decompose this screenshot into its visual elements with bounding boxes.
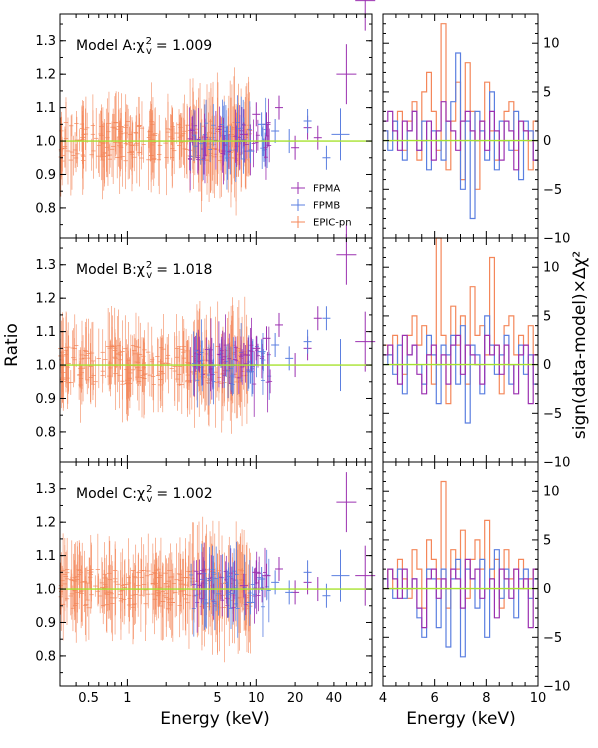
y-tick-label-left: 0.8 [35,201,56,216]
panel-1: 0.80.91.01.11.21.3 Model A:χ2 v = 1.009−10−… [35,0,570,247]
chi-stat: = 1.018 [156,262,212,278]
fpm-dense-points [187,95,272,191]
y-tick-label-left: 1.1 [35,549,56,564]
panel-2: 0.80.91.01.11.21.3 Model B:χ2 v = 1.018−10−… [35,224,570,471]
x-tick-label-right: 8 [482,691,490,706]
panels-group: 0.80.91.01.11.21.3 Model A:χ2 v = 1.009−10−… [35,0,570,706]
y-tick-label-left: 0.9 [35,616,56,631]
y-tick-label-left: 1.2 [35,292,56,307]
y-tick-label-right: −5 [543,407,562,422]
y-tick-label-right: −10 [543,456,570,471]
x-tick-label-right: 10 [530,691,547,706]
y-tick-label-left: 1.3 [35,258,56,273]
x-tick-label-left: 5 [213,691,221,706]
chi-superscript: 2 [146,484,152,495]
y-tick-label-left: 0.9 [35,392,56,407]
legend: FPMA FPMB EPIC-pn [291,182,352,229]
y-tick-label-left: 1.1 [35,101,56,116]
model-label: Model B:χ2 v = 1.018 [76,260,212,281]
legend-item-fpma: FPMA [291,182,340,195]
x-tick-label-left: 40 [326,691,343,706]
y-tick-label-right: 0 [543,582,551,597]
fpma-residual-steps [383,101,538,171]
fpm-dense-points [189,541,271,638]
y-tick-label-right: 10 [543,485,560,500]
y-tick-label-left: 0.8 [35,649,56,664]
legend-item-epic-pn: EPIC-pn [291,216,352,229]
y-axis-label-left: Ratio [2,323,22,367]
y-tick-label-left: 1.0 [35,359,56,374]
model-label: Model C:χ2 v = 1.002 [76,484,213,505]
x-tick-label-right: 6 [431,691,439,706]
y-tick-label-left: 1.2 [35,516,56,531]
chi-superscript: 2 [146,260,152,271]
legend-label: EPIC-pn [313,218,352,229]
y-tick-label-right: −5 [543,183,562,198]
model-label: Model A:χ2 v = 1.009 [76,36,212,57]
y-tick-label-right: −10 [543,680,570,695]
x-tick-label-left: 0.5 [78,691,99,706]
y-tick-label-right: 5 [543,309,551,324]
legend-item-fpmb: FPMB [291,199,340,212]
y-tick-label-right: 0 [543,134,551,149]
y-tick-label-left: 1.2 [35,68,56,83]
x-tick-label-left: 20 [287,691,304,706]
y-tick-label-right: 10 [543,37,560,52]
y-tick-label-left: 1.0 [35,583,56,598]
y-tick-label-right: −10 [543,232,570,247]
chi-superscript: 2 [146,36,152,47]
y-tick-label-left: 1.0 [35,135,56,150]
chi-stat: = 1.002 [156,486,212,502]
y-tick-label-left: 1.3 [35,482,56,497]
y-tick-label-right: 5 [543,533,551,548]
x-tick-label-left: 10 [248,691,265,706]
epic-pn-residual-steps [383,480,538,609]
left-axes-frame [59,461,373,687]
y-tick-label-left: 1.3 [35,34,56,49]
x-axis-label-left: Energy (keV) [160,709,270,729]
y-tick-label-left: 0.8 [35,425,56,440]
chi-subscript: v [146,270,152,281]
x-tick-label-right: 4 [379,691,387,706]
x-axis-label-right: Energy (keV) [406,709,516,729]
y-tick-label-left: 1.1 [35,325,56,340]
y-axis-label-right: sign(data-model)×Δχ² [570,251,590,439]
y-tick-label-right: 5 [543,85,551,100]
y-tick-label-right: 0 [543,358,551,373]
y-tick-label-left: 0.9 [35,168,56,183]
chi-subscript: v [146,46,152,57]
legend-label: FPMA [313,184,340,195]
chi-stat: = 1.009 [156,38,212,54]
y-tick-label-right: 10 [543,261,560,276]
x-tick-label-left: 1 [123,691,131,706]
y-tick-label-right: −5 [543,631,562,646]
legend-label: FPMB [313,201,340,212]
chi-subscript: v [146,494,152,505]
